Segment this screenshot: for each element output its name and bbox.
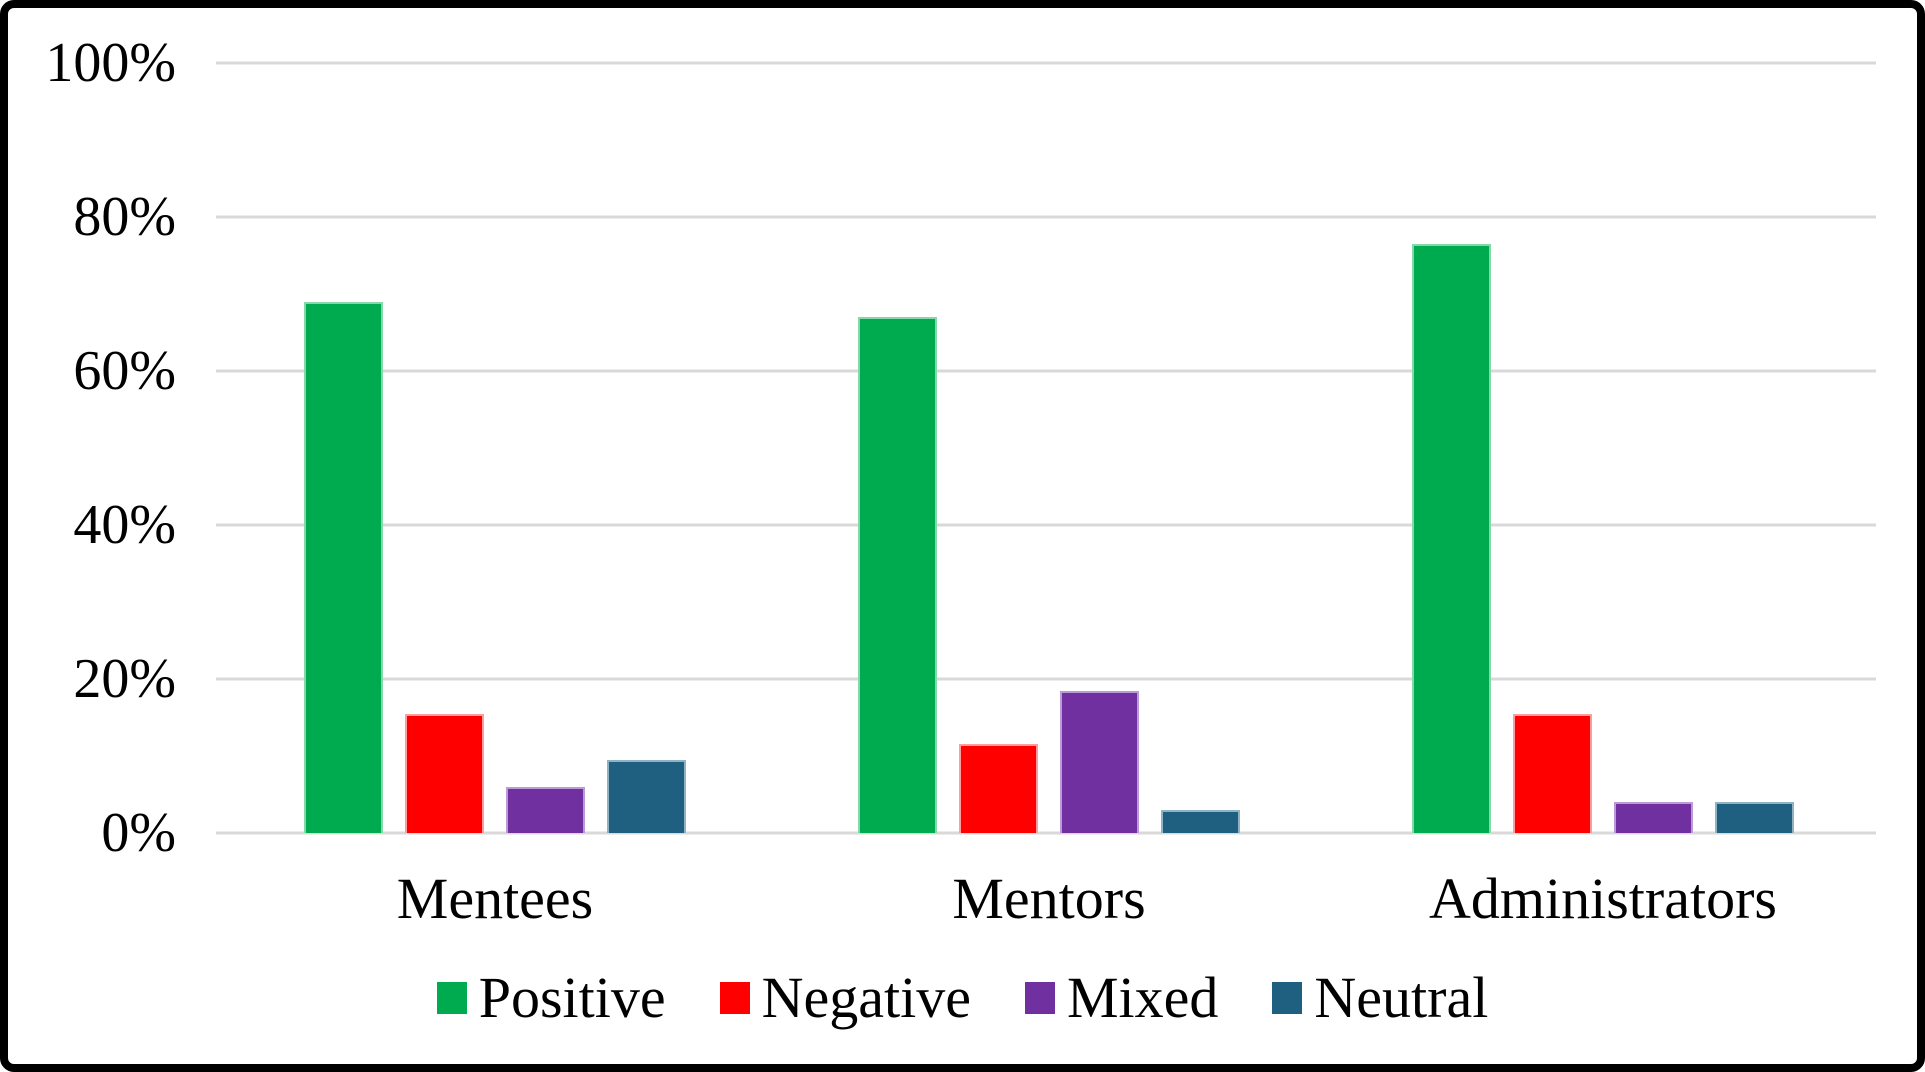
legend-label: Neutral bbox=[1314, 965, 1489, 1030]
legend: Positive Negative Mixed Neutral bbox=[8, 966, 1917, 1030]
gridline bbox=[216, 369, 1876, 373]
legend-item-negative: Negative bbox=[719, 965, 971, 1030]
y-axis-tick-label: 60% bbox=[73, 340, 176, 402]
bar-group-mentees bbox=[304, 63, 686, 833]
bar-mixed-mentors bbox=[1060, 690, 1139, 833]
x-axis-category-label: Mentees bbox=[396, 866, 594, 931]
y-axis-tick-label: 20% bbox=[73, 648, 176, 710]
gridline bbox=[216, 831, 1876, 835]
bar-neutral-administrators bbox=[1715, 802, 1794, 833]
bar-group-administrators bbox=[1412, 63, 1794, 833]
bar-positive-mentees bbox=[304, 301, 383, 833]
y-axis-tick-label: 100% bbox=[45, 32, 176, 94]
legend-item-mixed: Mixed bbox=[1024, 965, 1219, 1030]
bar-neutral-mentees bbox=[607, 759, 686, 833]
bar-negative-mentors bbox=[959, 744, 1038, 833]
gridline bbox=[216, 677, 1876, 681]
bar-mixed-mentees bbox=[506, 786, 585, 833]
gridline bbox=[216, 215, 1876, 219]
legend-label: Mixed bbox=[1066, 965, 1219, 1030]
x-axis-category-label: Mentors bbox=[952, 866, 1146, 931]
legend-item-positive: Positive bbox=[436, 965, 666, 1030]
gridline bbox=[216, 61, 1876, 65]
y-axis-tick-label: 0% bbox=[101, 802, 176, 864]
bar-negative-administrators bbox=[1513, 713, 1592, 833]
legend-label: Negative bbox=[761, 965, 971, 1030]
bar-positive-administrators bbox=[1412, 243, 1491, 833]
bar-neutral-mentors bbox=[1161, 809, 1240, 833]
legend-swatch-neutral bbox=[1272, 981, 1303, 1014]
y-axis-tick-label: 40% bbox=[73, 494, 176, 556]
y-axis: 0% 20% 40% 60% 80% 100% bbox=[36, 35, 176, 861]
bar-group-mentors bbox=[858, 63, 1240, 833]
plot-area bbox=[216, 61, 1876, 835]
legend-swatch-negative bbox=[719, 981, 750, 1014]
bars-layer bbox=[216, 63, 1876, 833]
legend-swatch-mixed bbox=[1024, 981, 1055, 1014]
x-axis-labels: Mentees Mentors Administrators bbox=[216, 866, 1876, 933]
bar-mixed-administrators bbox=[1614, 802, 1693, 833]
y-axis-tick-label: 80% bbox=[73, 186, 176, 248]
gridline bbox=[216, 523, 1876, 527]
legend-item-neutral: Neutral bbox=[1272, 966, 1488, 1030]
x-axis-category-label: Administrators bbox=[1429, 866, 1777, 931]
bar-positive-mentors bbox=[858, 317, 937, 833]
legend-swatch-positive bbox=[436, 981, 467, 1014]
bar-negative-mentees bbox=[405, 713, 484, 833]
legend-label: Positive bbox=[478, 965, 666, 1030]
